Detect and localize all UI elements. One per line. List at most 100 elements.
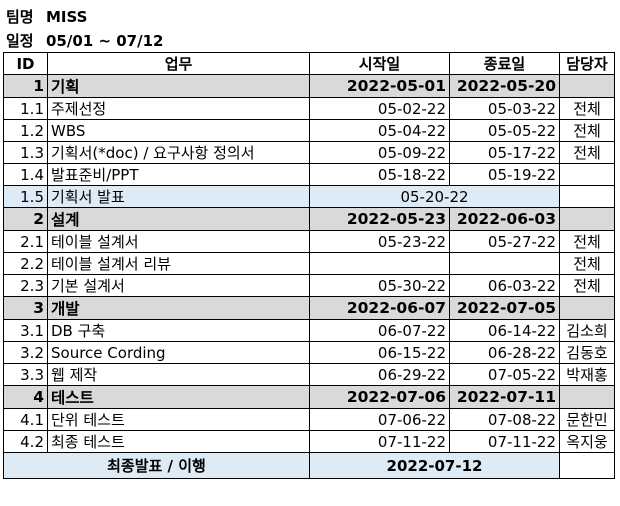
- row-task: DB 구축: [47, 319, 310, 342]
- row-end: [449, 252, 560, 275]
- row-owner: 김동호: [559, 341, 615, 364]
- row-owner: 문한민: [559, 408, 615, 431]
- wbs-table: ID 업무 시작일 종료일 담당자 1 기획 2022-05-01 2022-05-2…: [3, 52, 615, 479]
- row-task: 테이블 설계서: [47, 230, 310, 253]
- row-owner: [559, 296, 615, 320]
- row-start: 2022-05-23: [309, 207, 450, 231]
- row-id: 4.1: [3, 408, 48, 431]
- row-owner: [559, 385, 615, 409]
- team-name-label: 팀명: [6, 8, 34, 26]
- task-row: 1.1 주제선정 05-02-22 05-03-22 전체: [3, 97, 615, 120]
- row-end: 07-08-22: [449, 408, 560, 431]
- header-start: 시작일: [309, 52, 450, 75]
- row-end: 05-17-22: [449, 141, 560, 164]
- row-task: WBS: [47, 119, 310, 142]
- task-row: 3.3 웹 제작 06-29-22 07-05-22 박재홍: [3, 363, 615, 386]
- row-end: 07-11-22: [449, 430, 560, 453]
- row-end: 05-03-22: [449, 97, 560, 120]
- task-row: 2.2 테이블 설계서 리뷰 전체: [3, 252, 615, 275]
- row-start: 07-11-22: [309, 430, 450, 453]
- row-end: 06-03-22: [449, 274, 560, 297]
- row-task: 주제선정: [47, 97, 310, 120]
- row-id: 1: [3, 74, 48, 98]
- row-end: 05-05-22: [449, 119, 560, 142]
- row-owner: 전체: [559, 119, 615, 142]
- schedule-value: 05/01 ~ 07/12: [46, 32, 164, 50]
- row-id: 1.2: [3, 119, 48, 142]
- row-id: 1.1: [3, 97, 48, 120]
- row-id: 4.2: [3, 430, 48, 453]
- team-name-line: 팀명 MISS: [6, 6, 87, 28]
- row-end: 2022-07-11: [449, 385, 560, 409]
- task-row: 2.3 기본 설계서 05-30-22 06-03-22 전체: [3, 274, 615, 297]
- row-id: 2.3: [3, 274, 48, 297]
- row-start: 05-04-22: [309, 119, 450, 142]
- row-task: 기본 설계서: [47, 274, 310, 297]
- row-task: 설계: [47, 207, 310, 231]
- row-start: 05-30-22: [309, 274, 450, 297]
- row-task: 기획서(*doc) / 요구사항 정의서: [47, 141, 310, 164]
- row-task: 기획: [47, 74, 310, 98]
- phase-row: 3 개발 2022-06-07 2022-07-05: [3, 296, 615, 320]
- row-start: [309, 252, 450, 275]
- row-task: 최종 테스트: [47, 430, 310, 453]
- row-id: 3: [3, 296, 48, 320]
- row-end: 07-05-22: [449, 363, 560, 386]
- row-start: 06-29-22: [309, 363, 450, 386]
- row-id: 2.1: [3, 230, 48, 253]
- row-id: 4: [3, 385, 48, 409]
- row-end: 06-14-22: [449, 319, 560, 342]
- row-end: 2022-07-05: [449, 296, 560, 320]
- row-task: 단위 테스트: [47, 408, 310, 431]
- row-owner: [559, 207, 615, 231]
- row-start: 05-02-22: [309, 97, 450, 120]
- phase-row: 2 설계 2022-05-23 2022-06-03: [3, 207, 615, 231]
- row-owner: 옥지웅: [559, 430, 615, 453]
- row-end: 2022-05-20: [449, 74, 560, 98]
- schedule-line: 일정 05/01 ~ 07/12: [6, 30, 163, 52]
- row-date: 05-20-22: [309, 185, 560, 208]
- row-start: 06-15-22: [309, 341, 450, 364]
- row-id: 3.3: [3, 363, 48, 386]
- row-end: 06-28-22: [449, 341, 560, 364]
- row-owner: 전체: [559, 274, 615, 297]
- row-task: 테이블 설계서 리뷰: [47, 252, 310, 275]
- row-start: 07-06-22: [309, 408, 450, 431]
- task-row: 4.2 최종 테스트 07-11-22 07-11-22 옥지웅: [3, 430, 615, 453]
- row-owner: 전체: [559, 141, 615, 164]
- header-owner: 담당자: [559, 52, 615, 75]
- footer-owner: [559, 452, 615, 479]
- row-task: 기획서 발표: [47, 185, 310, 208]
- phase-row: 4 테스트 2022-07-06 2022-07-11: [3, 385, 615, 409]
- row-owner: 김소희: [559, 319, 615, 342]
- row-start: 2022-06-07: [309, 296, 450, 320]
- header-end: 종료일: [449, 52, 560, 75]
- row-id: 3.2: [3, 341, 48, 364]
- task-row: 3.1 DB 구축 06-07-22 06-14-22 김소희: [3, 319, 615, 342]
- footer-date: 2022-07-12: [309, 452, 560, 479]
- row-id: 1.5: [3, 185, 48, 208]
- row-start: 2022-07-06: [309, 385, 450, 409]
- row-task: 웹 제작: [47, 363, 310, 386]
- row-task: 발표준비/PPT: [47, 163, 310, 186]
- row-start: 05-18-22: [309, 163, 450, 186]
- task-row: 3.2 Source Cording 06-15-22 06-28-22 김동호: [3, 341, 615, 364]
- footer-label: 최종발표 / 이행: [3, 452, 310, 479]
- row-id: 3.1: [3, 319, 48, 342]
- row-owner: 전체: [559, 97, 615, 120]
- row-task: 개발: [47, 296, 310, 320]
- row-start: 05-23-22: [309, 230, 450, 253]
- row-owner: 전체: [559, 252, 615, 275]
- header-id: ID: [3, 52, 48, 75]
- row-id: 1.3: [3, 141, 48, 164]
- task-row: 4.1 단위 테스트 07-06-22 07-08-22 문한민: [3, 408, 615, 431]
- row-owner: [559, 163, 615, 186]
- row-owner: 전체: [559, 230, 615, 253]
- team-name-value: MISS: [46, 8, 88, 26]
- row-end: 2022-06-03: [449, 207, 560, 231]
- row-start: 05-09-22: [309, 141, 450, 164]
- header-task: 업무: [47, 52, 310, 75]
- row-task: 테스트: [47, 385, 310, 409]
- task-row: 1.4 발표준비/PPT 05-18-22 05-19-22: [3, 163, 615, 186]
- row-owner: 박재홍: [559, 363, 615, 386]
